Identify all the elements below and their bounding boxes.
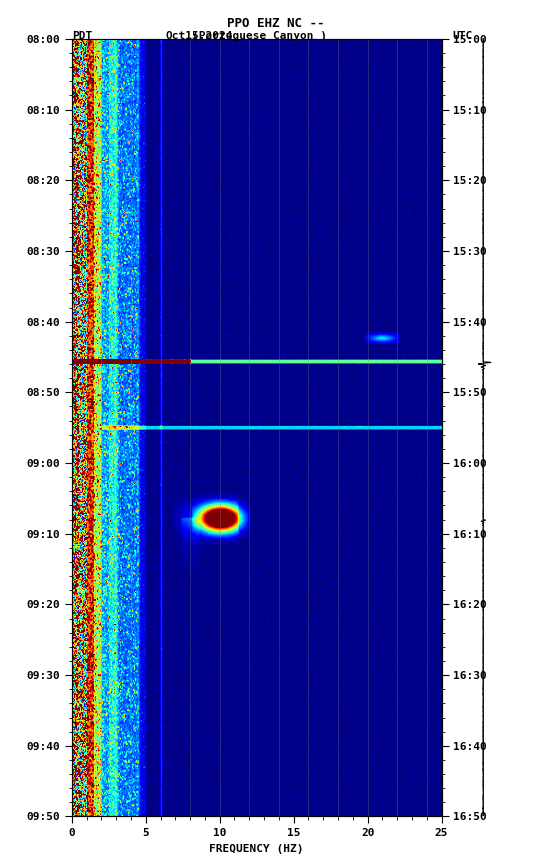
Text: UTC: UTC <box>453 31 473 41</box>
X-axis label: FREQUENCY (HZ): FREQUENCY (HZ) <box>209 844 304 854</box>
Text: PDT: PDT <box>72 31 92 41</box>
Text: Oct15,2024: Oct15,2024 <box>166 31 233 41</box>
Text: PPO EHZ NC --: PPO EHZ NC -- <box>227 17 325 30</box>
Text: (Portuguese Canyon ): (Portuguese Canyon ) <box>192 31 327 41</box>
